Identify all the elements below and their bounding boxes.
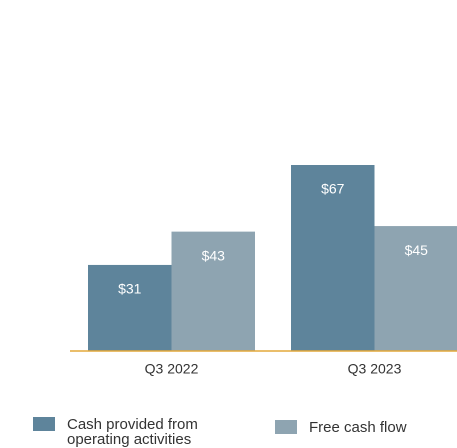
bar [88,265,172,351]
x-tick-label: Q3 2023 [348,361,402,377]
legend-swatch [275,420,297,434]
data-label: $43 [202,247,226,263]
legend-swatch [33,417,55,431]
x-tick-label: Q3 2022 [145,361,199,377]
data-label: $31 [118,281,142,297]
data-label: $45 [405,242,429,258]
data-label: $67 [321,181,345,197]
legend-item: Cash provided from operating activities [33,417,233,447]
legend-label: Free cash flow [309,420,407,435]
legend-item: Free cash flow [275,420,455,435]
legend-label: Cash provided from operating activities [67,417,227,447]
